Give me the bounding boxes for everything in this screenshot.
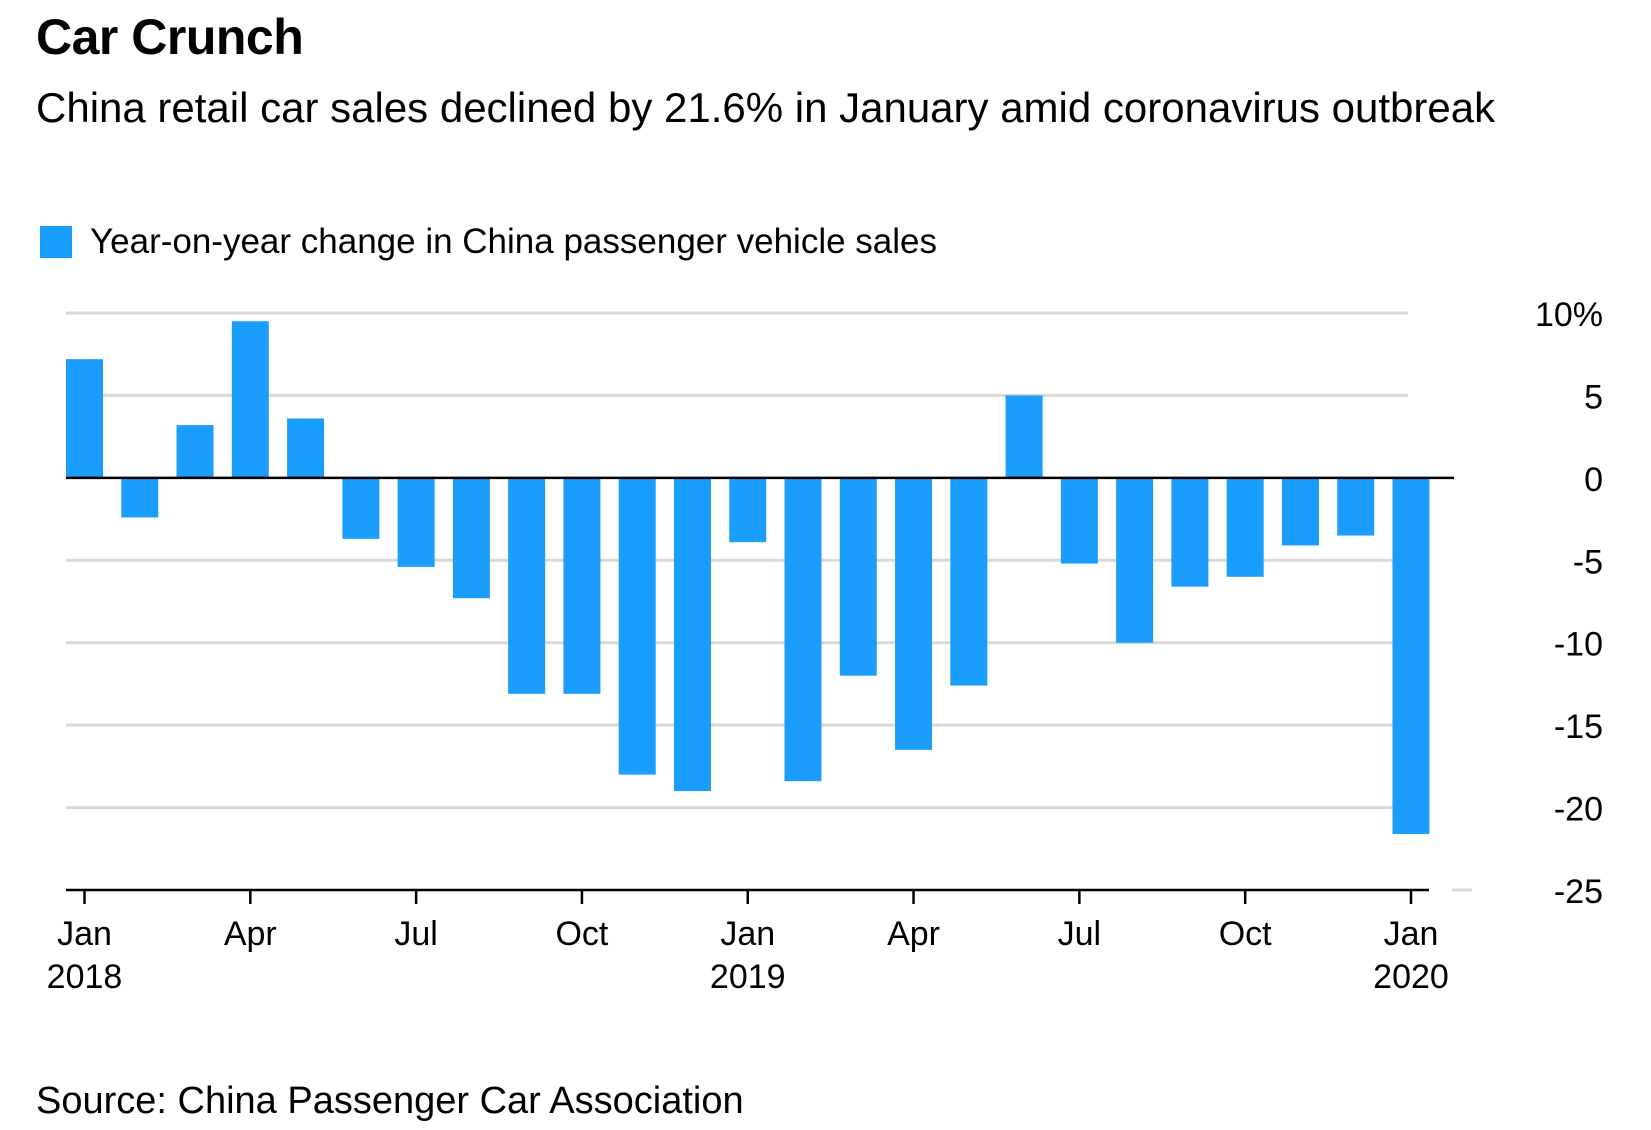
- x-tick-labels: Jan 2018 Apr Jul Oct Jan 2019 Apr Jul Oct Jan 2020: [47, 915, 1449, 996]
- gridlines: [66, 311, 1472, 892]
- x-tick-label-month: Jul: [394, 915, 437, 953]
- bar: [1060, 477, 1098, 564]
- legend-swatch: [40, 226, 72, 258]
- y-tick-label: -15: [1554, 708, 1603, 746]
- x-tick-label-month: Oct: [555, 915, 608, 953]
- y-tick-label: -20: [1554, 791, 1603, 829]
- bar: [1392, 477, 1430, 834]
- x-tick-label-year: 2019: [710, 958, 786, 996]
- x-tick-label-month: Oct: [1219, 915, 1272, 953]
- y-tick-label: 10%: [1535, 296, 1603, 334]
- bar: [287, 418, 325, 478]
- bar: [231, 321, 269, 478]
- bar: [839, 477, 877, 676]
- bar: [784, 477, 822, 782]
- x-tick-label-year: 2020: [1373, 958, 1449, 996]
- x-tick-label-month: Apr: [224, 915, 277, 953]
- bar: [895, 477, 933, 750]
- axes: [66, 476, 1454, 904]
- chart-subtitle: China retail car sales declined by 21.6%…: [36, 84, 1496, 131]
- chart-title: Car Crunch: [36, 9, 304, 65]
- x-tick-label-month: Jan: [57, 915, 112, 953]
- bar: [508, 477, 546, 694]
- bar: [1337, 477, 1375, 536]
- legend: Year-on-year change in China passenger v…: [40, 222, 937, 262]
- bar: [452, 477, 490, 599]
- bar: [121, 477, 159, 518]
- bar: [1116, 477, 1154, 643]
- y-tick-labels: 10% 5 0 -5 -10 -15 -20 -25: [1535, 296, 1603, 911]
- bar: [563, 477, 601, 694]
- x-tick-label-month: Apr: [887, 915, 940, 953]
- y-tick-label: -10: [1554, 626, 1603, 664]
- y-tick-label: -5: [1573, 543, 1603, 581]
- x-tick-label-month: Jan: [1384, 915, 1439, 953]
- bar: [1226, 477, 1264, 577]
- bar: [1005, 395, 1043, 478]
- bar: [618, 477, 656, 775]
- y-tick-label: -25: [1554, 873, 1603, 911]
- bar: [176, 425, 214, 478]
- x-tick-label-month: Jan: [720, 915, 775, 953]
- x-tick-label-year: 2018: [47, 958, 123, 996]
- bar: [950, 477, 988, 686]
- legend-label: Year-on-year change in China passenger v…: [90, 222, 938, 261]
- y-tick-label: 5: [1584, 378, 1603, 416]
- bar: [1281, 477, 1319, 546]
- bar: [729, 477, 767, 543]
- x-tick-label-month: Jul: [1058, 915, 1101, 953]
- y-tick-label: 0: [1584, 461, 1603, 499]
- bar: [66, 359, 103, 478]
- source-note: Source: China Passenger Car Association: [36, 1080, 744, 1122]
- bar: [1171, 477, 1209, 587]
- bar: [342, 477, 380, 539]
- bar: [397, 477, 435, 567]
- bars: [66, 321, 1430, 834]
- bar: [673, 477, 711, 792]
